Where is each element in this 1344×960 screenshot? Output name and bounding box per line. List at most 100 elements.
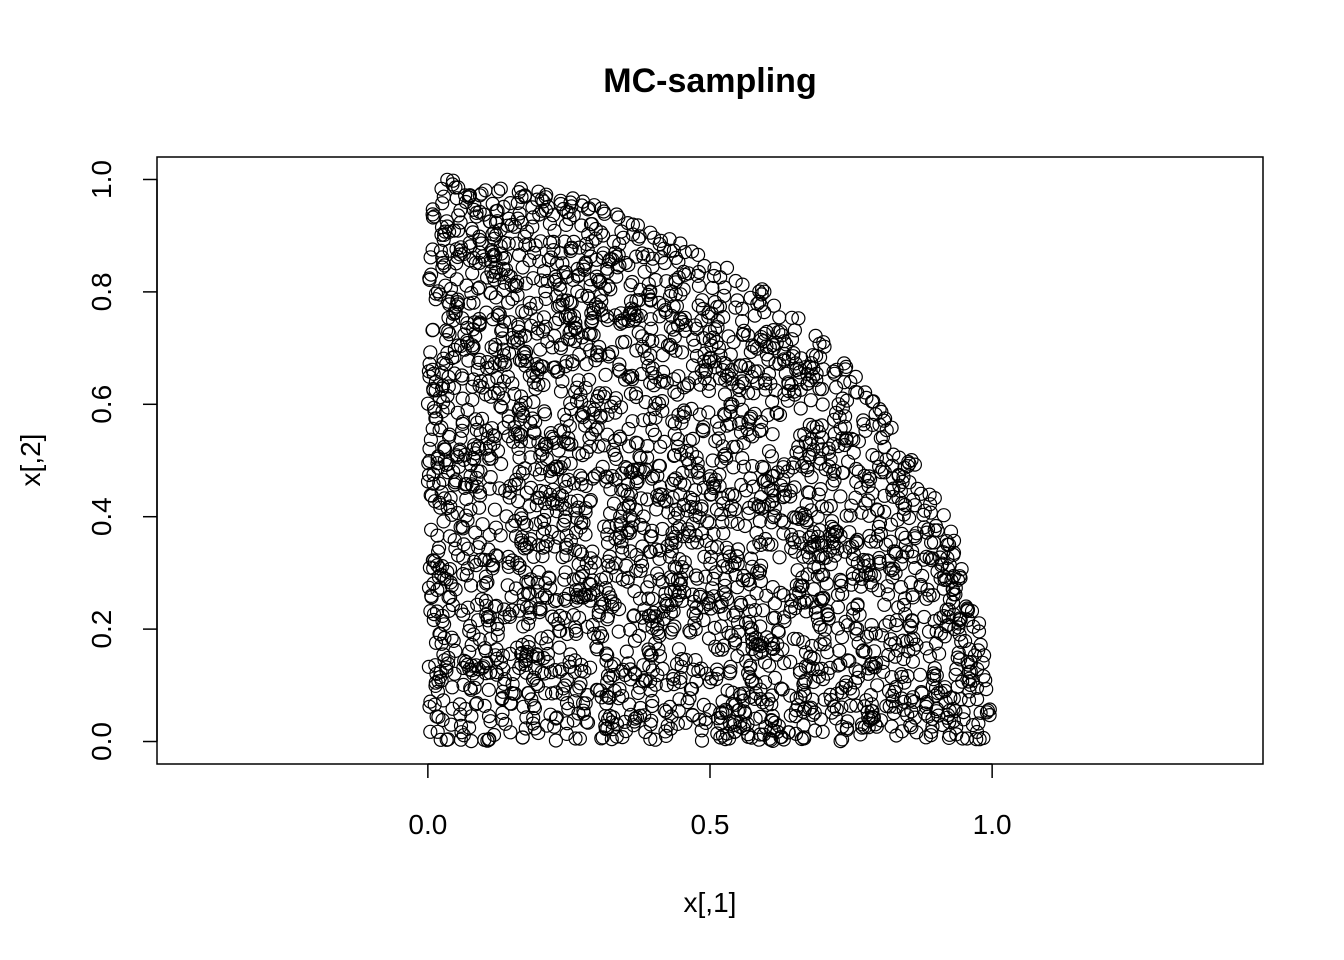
data-point [906,641,921,656]
data-point [839,508,854,523]
data-point [733,689,748,704]
data-point [956,712,971,727]
data-point [574,547,590,562]
data-point [638,724,653,740]
data-point [915,568,930,584]
data-point [553,460,568,475]
data-point [421,456,436,471]
data-point [845,552,861,567]
data-point [715,694,730,709]
data-point [757,472,773,488]
data-point [815,724,830,740]
data-point [965,717,981,733]
data-point [703,487,718,502]
data-point [642,411,658,426]
data-point [473,374,488,389]
data-point [447,342,462,357]
data-point [688,483,703,498]
data-point [589,393,604,409]
data-point [792,365,807,380]
data-point [716,526,731,541]
data-point [432,626,447,642]
data-point [936,608,951,624]
data-point [603,282,618,297]
data-point [472,280,487,295]
data-point [784,377,799,393]
data-point [823,692,839,708]
data-point [885,570,900,585]
data-point [655,403,670,418]
data-point [775,642,790,657]
data-point [652,649,668,664]
data-point [776,515,792,530]
data-point [701,405,716,420]
data-point [724,498,740,513]
data-point [699,533,714,549]
data-point [802,417,817,432]
data-point [645,591,660,606]
data-point [633,491,649,506]
data-point [811,617,827,632]
data-point [499,509,514,524]
data-point [824,519,839,535]
data-point [562,654,577,670]
data-point [730,542,746,557]
data-point [639,450,655,465]
data-point [833,733,848,749]
data-point [656,298,672,313]
data-point [788,601,803,616]
data-point [559,204,574,220]
data-point [976,648,992,663]
data-point [539,590,555,605]
data-point [949,720,964,735]
data-point [501,559,516,574]
data-point [756,474,771,489]
data-point [813,482,828,497]
data-point [510,494,526,509]
data-point [683,682,699,697]
data-point [740,665,756,681]
data-point [696,612,711,628]
data-point [432,476,447,491]
data-point [572,731,588,746]
data-point [891,600,906,615]
data-point [426,576,441,591]
data-point [545,609,560,624]
data-point [684,446,700,461]
data-point [678,715,693,730]
data-point [956,704,971,720]
data-point [897,497,913,513]
data-point [600,712,616,727]
data-point [692,712,707,727]
data-point [446,633,461,649]
data-point [850,621,865,636]
data-point [600,527,615,542]
data-point [423,250,438,265]
data-point [886,481,901,496]
data-point [728,605,744,620]
data-point [879,423,894,438]
data-point [487,272,502,287]
data-point [743,658,758,673]
data-point [805,348,820,363]
data-point [855,720,870,735]
data-point [752,514,768,529]
data-point [469,671,485,687]
data-point [615,662,631,677]
data-point [643,717,658,732]
data-point [685,516,701,532]
data-point [558,678,573,693]
data-point [889,728,904,743]
data-point [487,356,502,371]
data-point [808,328,823,343]
data-point [465,266,480,281]
data-point [537,521,552,536]
data-point [495,684,510,699]
data-point [461,353,476,368]
data-point [846,601,861,616]
data-point [848,490,863,505]
data-point [711,431,726,446]
data-point [601,278,616,294]
data-point [706,571,721,587]
data-point [482,448,497,463]
